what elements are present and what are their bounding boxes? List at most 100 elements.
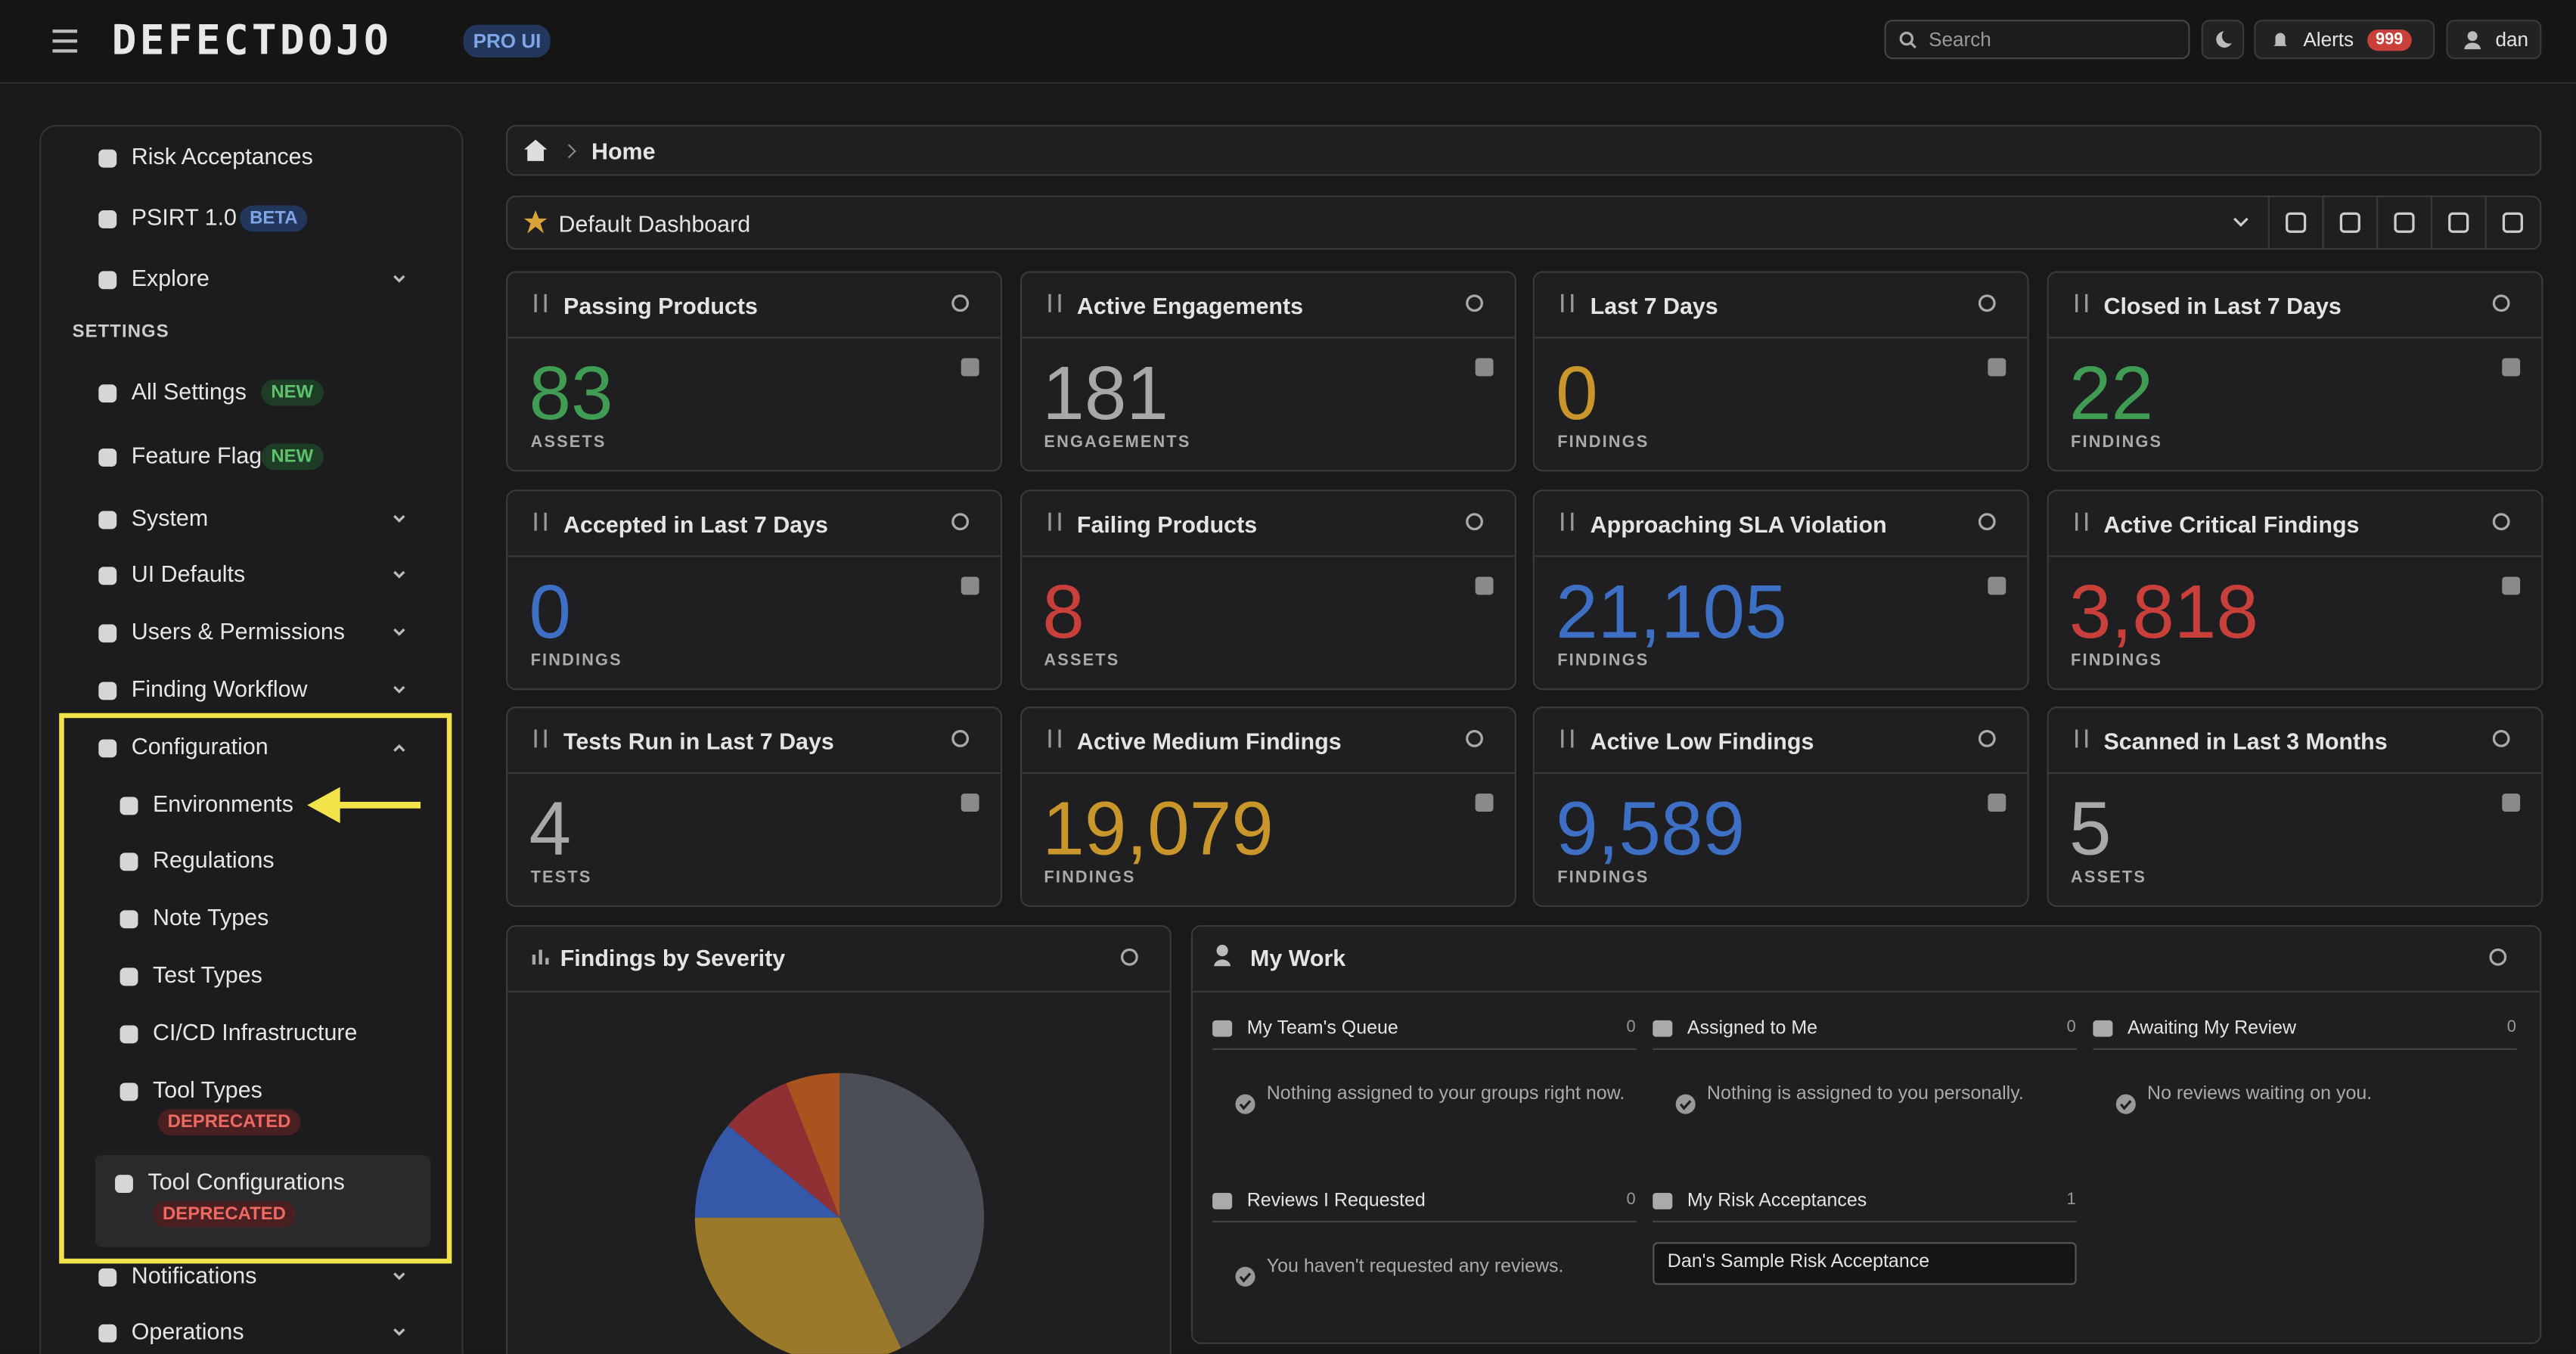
divider [1021,337,1514,339]
nav-item[interactable]: Risk Acceptances [131,142,313,169]
highlight-box-part [59,713,452,1264]
refresh-icon-part [1465,512,1482,529]
nav-item[interactable]: Environments [153,790,293,817]
dashboard-name[interactable]: Default Dashboard [558,210,751,237]
user-icon-part [1216,945,1228,957]
check-icon-part [2120,1100,2132,1110]
tile-icon-part [961,576,979,595]
toolbar-button [2430,197,2469,249]
search-box[interactable]: Search [1884,20,2190,60]
nav-item[interactable]: Tool Configurations [147,1168,345,1195]
nav-item[interactable]: UI Defaults [131,560,246,587]
nav-item[interactable]: Test Types [153,961,262,988]
chart-icon-part [545,958,549,965]
section-count: 0 [1626,1018,1636,1037]
alerts-button[interactable]: Alerts 999 [2254,20,2435,60]
refresh-icon-part [951,729,970,747]
section-count: 0 [2066,1018,2076,1037]
tile-icon-part [1474,793,1493,812]
nav-item[interactable]: Feature Flags [131,442,274,469]
nav-item[interactable]: Notifications [131,1262,257,1288]
tile-unit: FINDINGS [1557,651,1650,670]
nav-icon [98,449,117,467]
nav-item[interactable]: CI/CD Infrastructure [153,1018,358,1045]
nav-item[interactable]: PSIRT 1.0 [131,203,237,231]
tile-icon [1988,576,2006,595]
nav-icon [98,1268,117,1287]
chevron [393,514,405,523]
nav-item[interactable]: All Settings [131,377,247,405]
nav-item[interactable]: Tool Types [153,1076,262,1103]
nav-item[interactable]: Regulations [153,846,275,873]
nav-icon [98,682,117,700]
toolbar-button [2322,197,2360,249]
toolbar-button-part [2448,212,2469,233]
nav-icon-part [119,1082,138,1101]
nav-icon [98,1324,117,1343]
refresh-icon-part [1465,294,1482,312]
pie-slice[interactable] [694,1217,902,1354]
user-icon-part [2464,42,2481,50]
nav-badge: NEW [261,443,324,470]
drag-icon [1561,729,1574,748]
refresh-icon [2489,948,2507,966]
refresh-icon [1465,512,1482,529]
nav-item[interactable]: Finding Workflow [131,675,308,702]
section-icon [1653,1020,1673,1037]
nav-item[interactable]: System [131,504,209,531]
nav-item[interactable]: Note Types [153,903,269,930]
risk-acceptance-link[interactable]: Dan's Sample Risk Acceptance [1653,1242,2077,1285]
breadcrumb-home[interactable]: Home [591,138,656,165]
nav-item[interactable]: Users & Permissions [131,617,345,644]
drag-icon [1047,729,1060,748]
chevron [393,685,405,694]
pie-slice[interactable] [786,1073,840,1218]
user-button[interactable]: dan [2446,20,2542,60]
tile-value: 5 [2069,785,2112,871]
divider [2047,772,2541,775]
theme-toggle[interactable] [2201,20,2245,60]
bell-icon-part [2273,33,2287,46]
home-icon-part [523,139,548,161]
nav-item[interactable]: Operations [131,1318,244,1344]
tile-icon-part [1988,358,2006,377]
bell-icon [2273,33,2287,46]
nav-item[interactable]: Explore [131,264,209,291]
refresh-icon-part [2489,948,2507,966]
divider [1534,337,2028,339]
nav-icon-part [98,210,117,228]
menu-icon-part [52,39,78,43]
pie-slice[interactable] [728,1082,840,1218]
tile-unit: TESTS [530,869,592,887]
drag-icon [1047,293,1060,312]
tile-value: 83 [529,349,613,436]
nav-item[interactable]: Configuration [131,732,268,759]
section-title: Reviews I Requested [1246,1191,1426,1211]
divider [507,772,1001,775]
tile-unit: ASSETS [1044,651,1120,670]
divider [1021,772,1514,775]
nav-badge: DEPRECATED [153,1200,296,1228]
stat-tile: Approaching SLA Violation 21,105 FINDINGS [1532,489,2029,690]
user-icon-part [1214,959,1231,967]
pie-slice[interactable] [694,1125,840,1218]
section-icon-part [1212,1193,1233,1210]
drag-icon [534,729,547,748]
section-title: My Team's Queue [1246,1018,1398,1039]
tile-unit: FINDINGS [530,651,622,670]
stat-tile: Passing Products 83 ASSETS [506,271,1003,472]
divider [1193,990,2540,993]
refresh-icon [951,512,970,529]
tile-icon-part [2501,793,2520,812]
nav-icon [98,739,117,758]
chevron [393,628,405,636]
pro-badge: PRO UI [463,24,551,58]
check-icon-part [1239,1272,1252,1283]
section-icon [2093,1020,2113,1037]
nav-badge: DEPRECATED [157,1109,301,1135]
chevron-part [393,685,405,694]
stat-tile: Tests Run in Last 7 Days 4 TESTS [506,707,1003,908]
sidebar: SETTINGS Risk Acceptances PSIRT 1.0 BETA Exp… [39,125,464,1354]
pie-slice[interactable] [839,1073,985,1349]
check-icon [1235,1266,1255,1287]
